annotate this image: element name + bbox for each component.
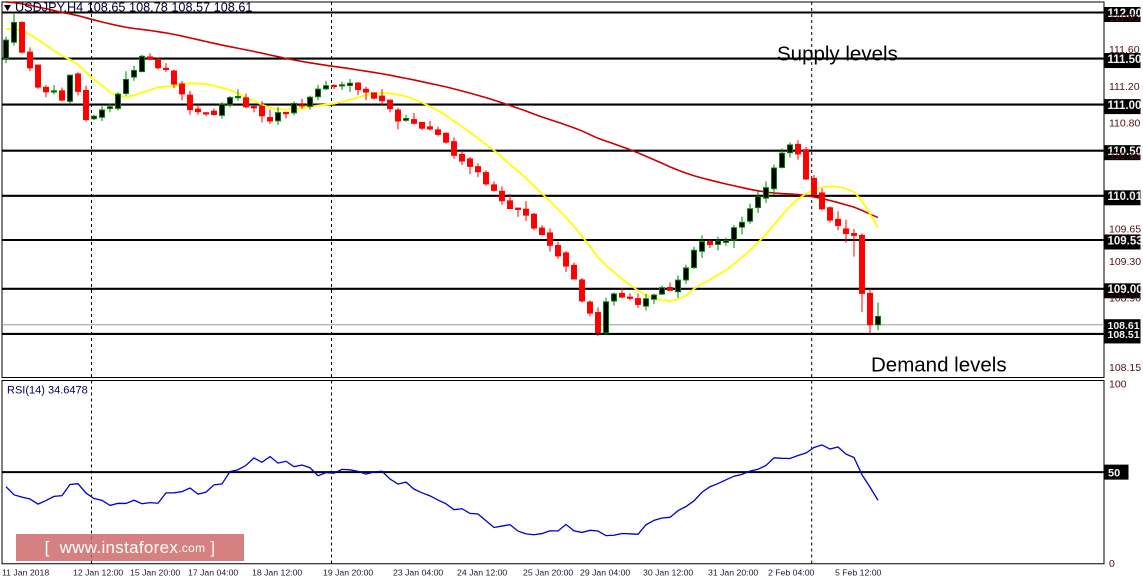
svg-text:109.65: 109.65 — [1109, 224, 1141, 236]
svg-text:110.80: 110.80 — [1109, 118, 1140, 130]
svg-text:2 Feb 04:00: 2 Feb 04:00 — [768, 568, 815, 578]
svg-text:111.60: 111.60 — [1109, 44, 1140, 56]
svg-text:24 Jan 12:00: 24 Jan 12:00 — [457, 568, 507, 578]
svg-text:111.20: 111.20 — [1109, 81, 1140, 93]
svg-text:15 Jan 20:00: 15 Jan 20:00 — [130, 568, 180, 578]
svg-text:109.30: 109.30 — [1109, 256, 1141, 268]
svg-text:31 Jan 20:00: 31 Jan 20:00 — [708, 568, 758, 578]
svg-text:109.53: 109.53 — [1108, 235, 1143, 247]
svg-text:23 Jan 04:00: 23 Jan 04:00 — [393, 568, 443, 578]
svg-text:108.15: 108.15 — [1109, 362, 1141, 374]
svg-text:Demand levels: Demand levels — [871, 354, 1007, 377]
svg-text:5 Feb 12:00: 5 Feb 12:00 — [835, 568, 882, 578]
svg-text:110.01: 110.01 — [1108, 191, 1143, 203]
svg-text:111.95: 111.95 — [1109, 12, 1140, 24]
svg-text:108.90: 108.90 — [1109, 293, 1141, 305]
svg-text:110.45: 110.45 — [1109, 150, 1140, 162]
svg-text:18 Jan 12:00: 18 Jan 12:00 — [252, 568, 302, 578]
svg-text:12 Jan 12:00: 12 Jan 12:00 — [73, 568, 123, 578]
svg-text:25 Jan 20:00: 25 Jan 20:00 — [523, 568, 573, 578]
svg-text:Supply levels: Supply levels — [777, 43, 898, 66]
svg-text:17 Jan 04:00: 17 Jan 04:00 — [188, 568, 238, 578]
svg-text:USDJPY,H4 108.65 108.78 108: USDJPY,H4 108.65 108.78 108.57 108.61 — [15, 1, 253, 15]
svg-text:19 Jan 20:00: 19 Jan 20:00 — [323, 568, 373, 578]
svg-text:RSI(14) 34.6478: RSI(14) 34.6478 — [7, 385, 88, 397]
svg-text:50: 50 — [1108, 467, 1120, 479]
svg-text:30 Jan 12:00: 30 Jan 12:00 — [643, 568, 693, 578]
svg-text:29 Jan 04:00: 29 Jan 04:00 — [580, 568, 630, 578]
svg-text:100: 100 — [1109, 379, 1127, 391]
svg-text:111.00: 111.00 — [1108, 100, 1142, 112]
svg-text:11 Jan 2018: 11 Jan 2018 — [2, 568, 49, 578]
svg-text:0: 0 — [1109, 558, 1115, 570]
svg-text:108.51: 108.51 — [1108, 329, 1140, 341]
